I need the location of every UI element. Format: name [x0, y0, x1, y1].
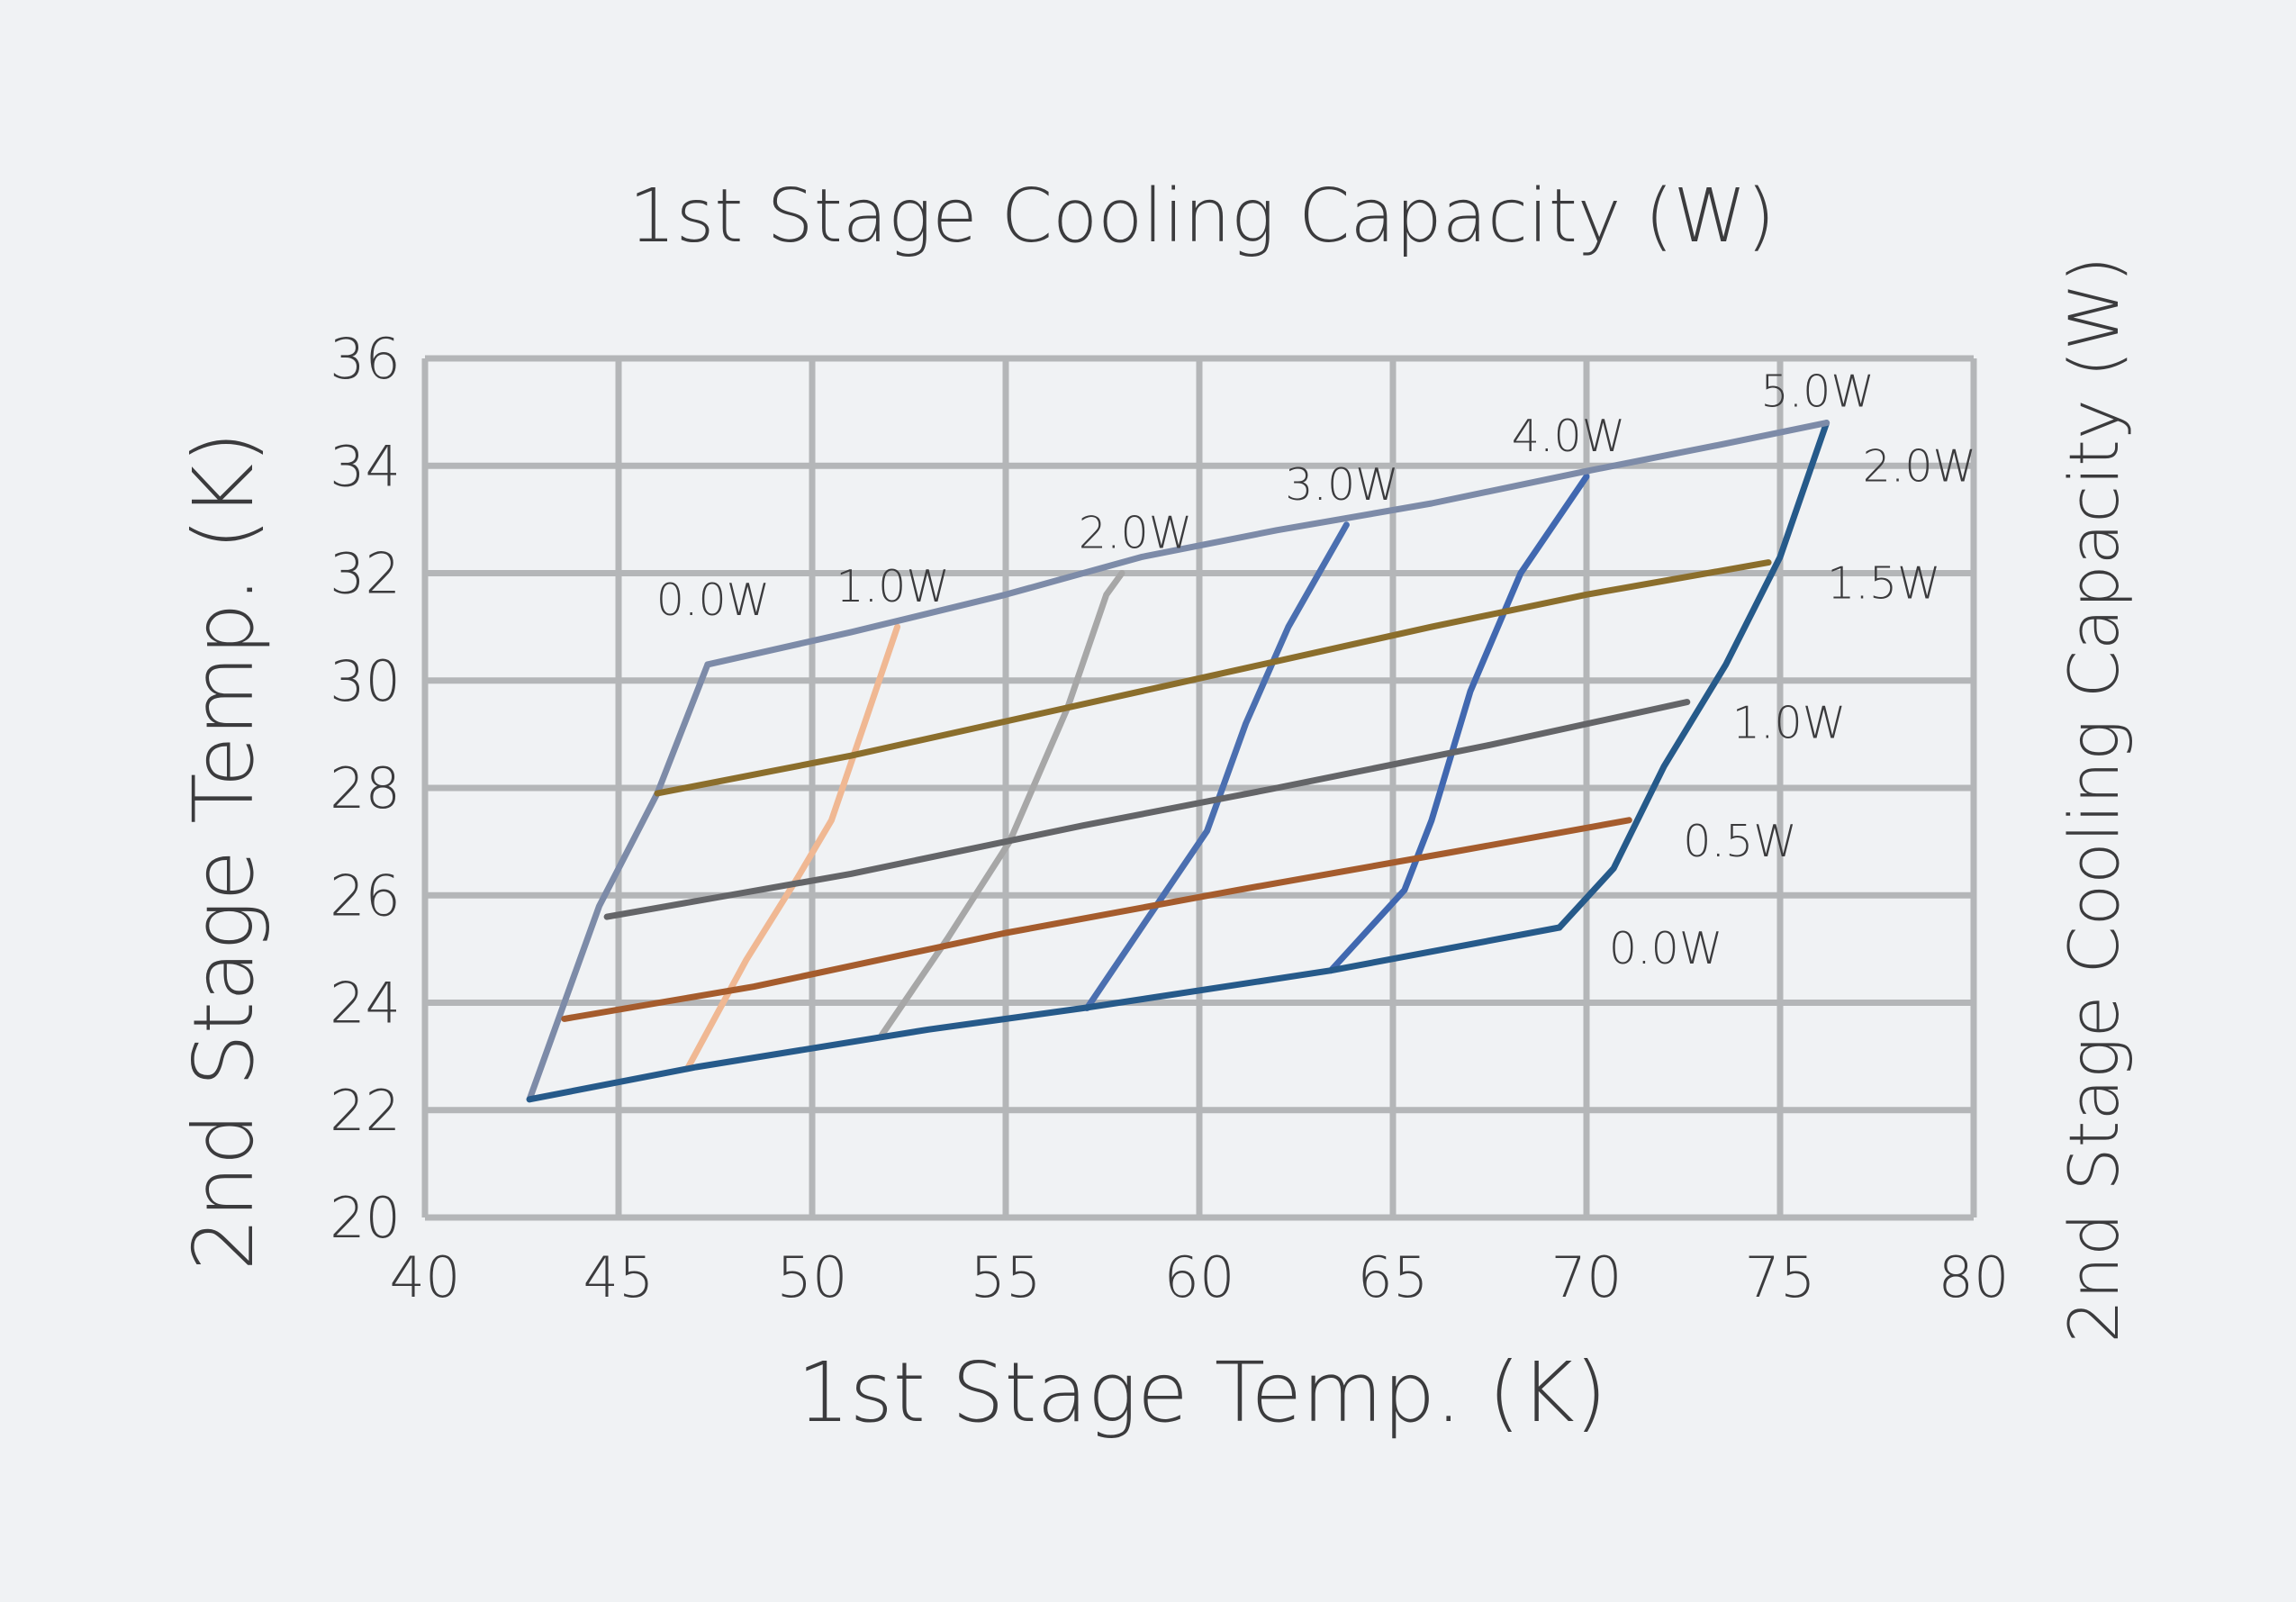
first_stage_series-line-5.0W: [1556, 420, 1830, 931]
x-tick-label: 80: [1939, 1244, 2010, 1310]
y-tick-label: 22: [330, 1078, 401, 1144]
second_stage_series-line-2.0W: [704, 420, 1830, 668]
second_stage_series-line-0.5W: [561, 817, 1632, 1022]
x-tick-label: 40: [390, 1244, 461, 1310]
x-axis-title: 1st Stage Temp. (K): [797, 1344, 1606, 1441]
second_stage_series-line-1.5W: [654, 559, 1772, 797]
x-tick-label: 55: [971, 1244, 1042, 1310]
first_stage_series-line-3.0W: [1083, 521, 1350, 1011]
y-tick-label: 20: [330, 1185, 401, 1251]
y-tick-label: 24: [330, 971, 401, 1036]
second_stage_series-line-0.0W: [526, 924, 1563, 1103]
y-tick-label: 26: [330, 863, 401, 928]
first_stage_series-label: 3.0W: [1285, 459, 1398, 511]
curve-labels: 0.0W 1.0W 2.0W 3.0W 4.0W 5.0W 0.0W 0.5W 1.0W 1.5W…: [656, 367, 1976, 974]
first_stage_series-label: 4.0W: [1512, 411, 1625, 462]
x-tick-label: 75: [1745, 1244, 1816, 1310]
x-tick-label: 60: [1164, 1244, 1235, 1310]
x-tick-label: 45: [583, 1244, 655, 1310]
second_stage_series-label: 1.0W: [1732, 698, 1846, 749]
y-tick-label: 32: [330, 541, 401, 607]
second_stage_series-line-1.0W: [603, 699, 1691, 920]
y-tick-label: 28: [330, 756, 401, 821]
first_stage_series-label: 5.0W: [1760, 367, 1874, 418]
y-tick-label: 36: [330, 326, 401, 392]
first_stage_series-line-0.0W: [526, 661, 711, 1103]
second_stage_series-label: 1.5W: [1827, 558, 1940, 610]
second_stage_series-label: 2.0W: [1863, 441, 1976, 493]
first_stage_series-line-1.0W: [684, 623, 901, 1071]
x-tick-label: 50: [777, 1244, 848, 1310]
first_stage_series-line-2.0W: [878, 570, 1125, 1038]
x-axis-ticks: 40 45 50 55 60 65 70 75 80: [390, 1244, 2010, 1310]
x-tick-label: 70: [1551, 1244, 1623, 1310]
first_stage_series-label: 1.0W: [836, 561, 949, 612]
chart-title: 1st Stage Cooling Capacity (W): [628, 174, 1775, 259]
y-axis-title: 2nd Stage Temp. (K): [176, 431, 272, 1271]
second_stage_series-label: 0.0W: [1609, 923, 1722, 974]
first_stage_series-label: 2.0W: [1079, 508, 1192, 559]
right-axis-title: 2nd Stage Cooling Capacity (W): [2054, 256, 2134, 1343]
x-tick-label: 65: [1358, 1244, 1429, 1310]
plot-curves: [526, 420, 1830, 1103]
y-axis-ticks: 20 22 24 26 28 30 32 34 36: [330, 326, 401, 1251]
y-tick-label: 34: [330, 433, 401, 499]
first_stage_series-label: 0.0W: [656, 575, 770, 626]
y-tick-label: 30: [330, 648, 401, 714]
second_stage_series-label: 0.5W: [1683, 816, 1796, 867]
